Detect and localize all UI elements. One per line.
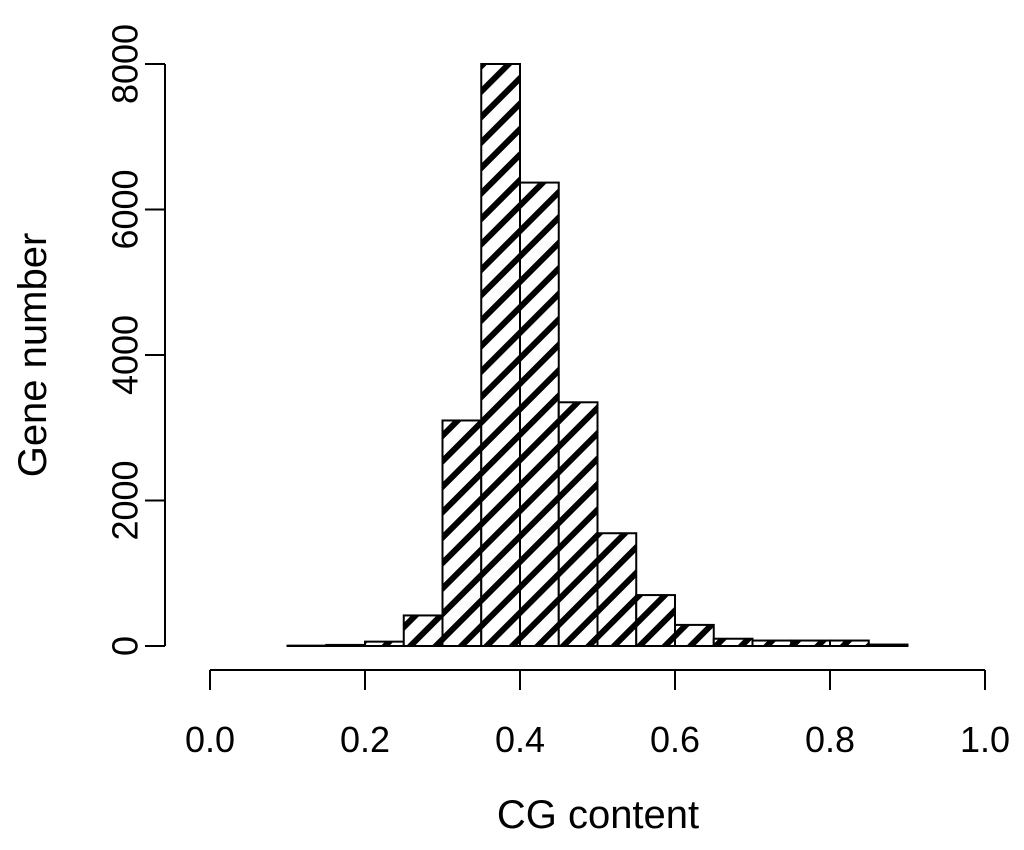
histogram-bar [790, 639, 831, 648]
x-tick-label: 0.0 [185, 719, 235, 760]
histogram-bar [829, 639, 870, 648]
y-tick-label: 4000 [105, 315, 146, 395]
histogram-bar [867, 643, 909, 647]
y-axis: 0 2000 4000 6000 8000 [105, 24, 166, 656]
histogram-bar [635, 594, 676, 648]
x-axis-title: CG content [497, 793, 699, 837]
x-axis: 0.0 0.2 0.4 0.6 0.8 1.0 [185, 669, 1010, 760]
x-tick-label: 1.0 [960, 719, 1010, 760]
y-axis-ticks: 0 2000 4000 6000 8000 [105, 24, 165, 656]
histogram-bar [674, 623, 715, 648]
histogram-bar [712, 637, 754, 647]
x-tick-label: 0.6 [650, 719, 700, 760]
x-tick-label: 0.8 [805, 719, 855, 760]
y-tick-label: 2000 [105, 460, 146, 540]
x-tick-label: 0.2 [340, 719, 390, 760]
histogram-bar [441, 419, 483, 647]
histogram-bar [325, 643, 366, 648]
y-axis-title: Gene number [11, 233, 55, 478]
histogram-bar [751, 639, 793, 648]
histogram-bar [557, 401, 599, 647]
y-tick-label: 6000 [105, 169, 146, 249]
y-tick-label: 0 [105, 636, 146, 656]
histogram-bar [364, 640, 405, 648]
x-tick-label: 0.4 [495, 719, 545, 760]
histogram-bar [519, 181, 560, 648]
x-axis-ticks: 0.0 0.2 0.4 0.6 0.8 1.0 [185, 670, 1010, 760]
histogram-bar [402, 614, 444, 648]
histogram-bar [596, 532, 638, 647]
y-tick-label: 8000 [105, 24, 146, 104]
histogram-bars [286, 63, 909, 648]
histogram-bar [480, 63, 521, 647]
